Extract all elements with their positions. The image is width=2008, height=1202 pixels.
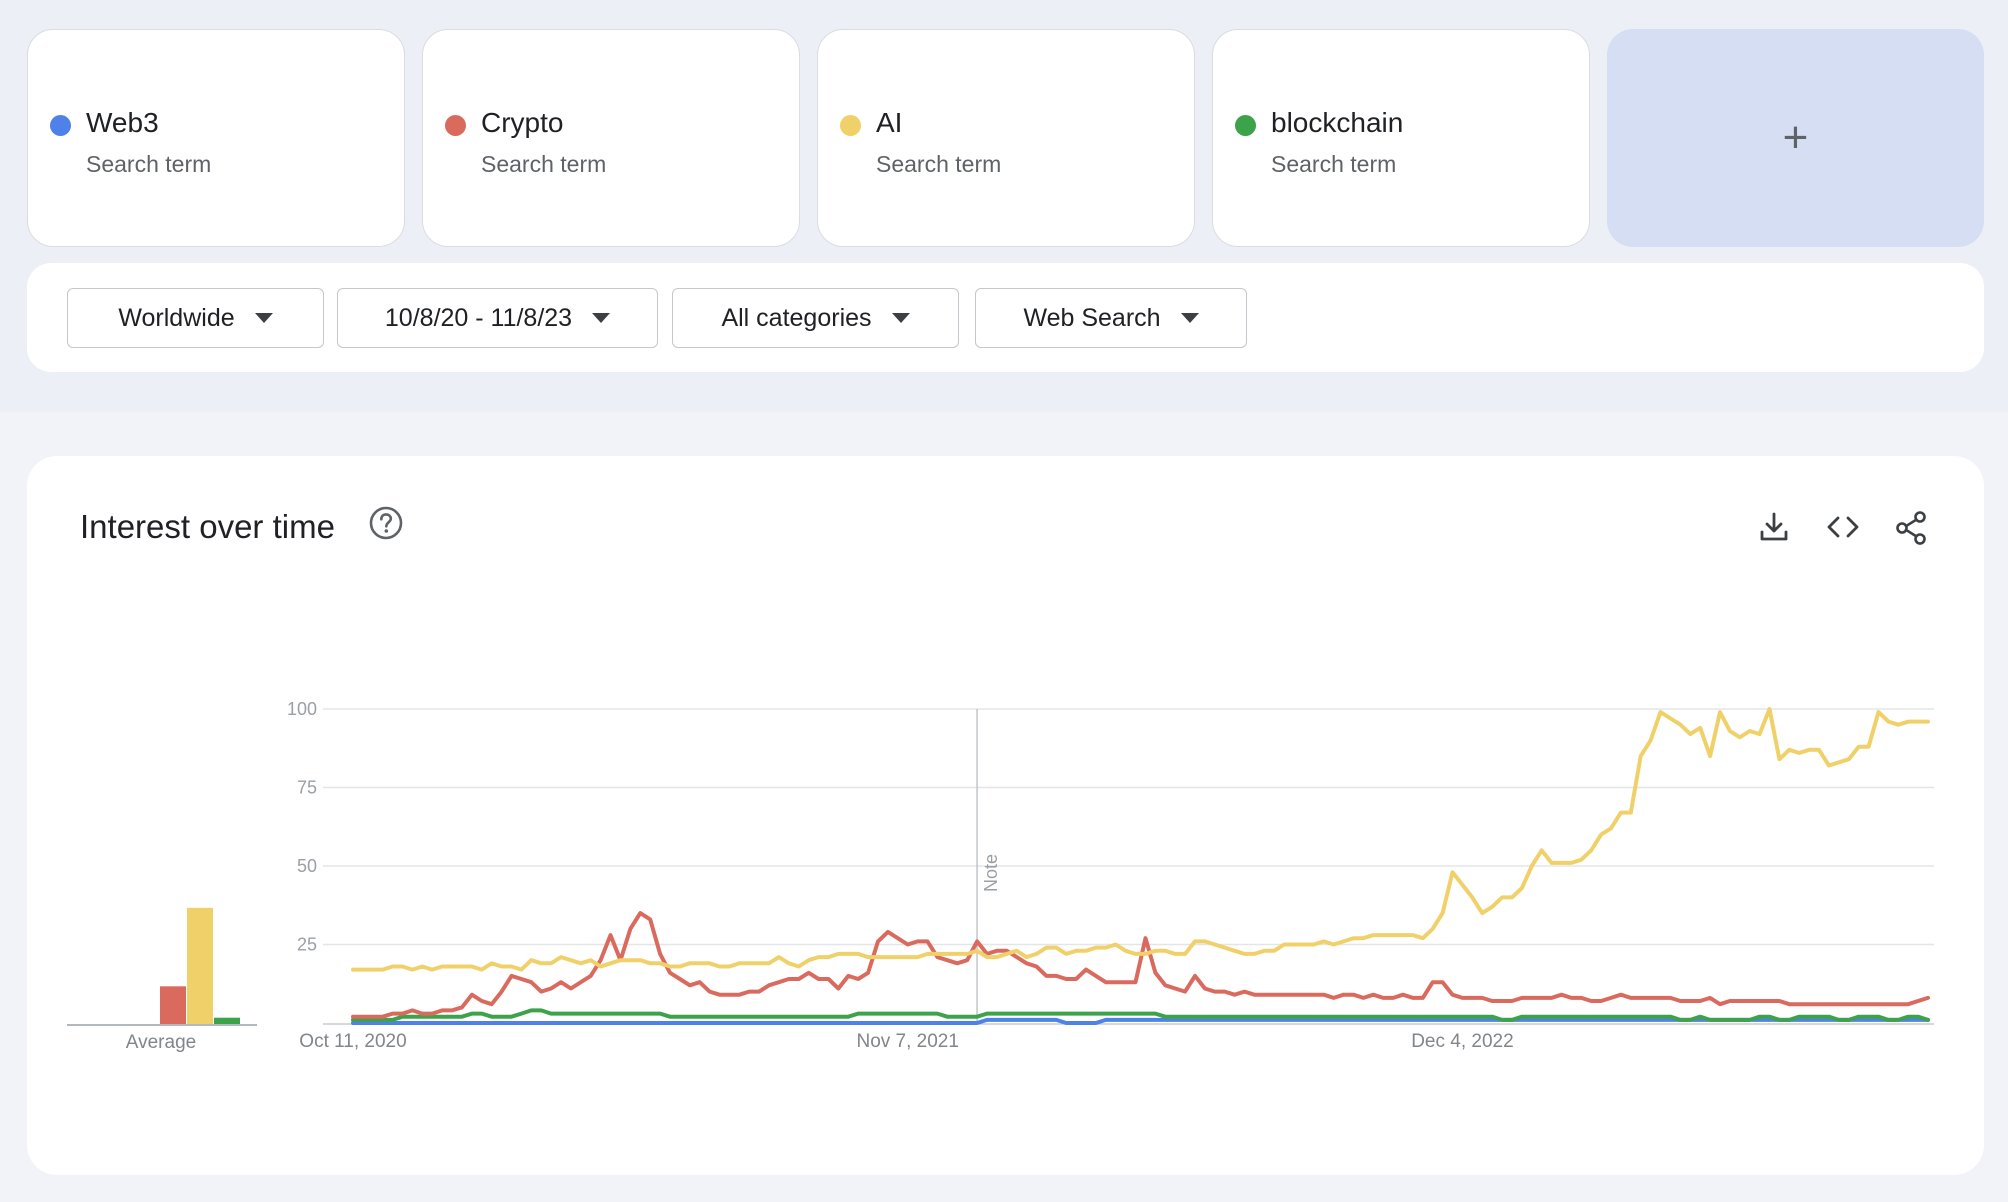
embed-code-icon[interactable]	[1824, 510, 1862, 544]
y-tick-label: 75	[297, 778, 317, 798]
term-name: blockchain	[1271, 107, 1404, 138]
plus-icon: +	[1782, 113, 1809, 162]
date-range-value: 10/8/20 - 11/8/23	[384, 303, 573, 332]
term-type-label: Search term	[1271, 151, 1397, 177]
series-color-dot	[840, 115, 861, 136]
x-tick-label: Dec 4, 2022	[1411, 1031, 1513, 1052]
search-property-dropdown[interactable]: Web Search	[975, 288, 1247, 348]
region-dropdown[interactable]: Worldwide	[67, 288, 324, 348]
term-card-web3[interactable]: Web3 Search term	[27, 29, 405, 247]
series-color-dot	[50, 115, 71, 136]
help-icon[interactable]	[368, 505, 404, 541]
region-value: Worldwide	[118, 303, 235, 332]
y-tick-label: 50	[297, 856, 317, 876]
category-value: All categories	[721, 303, 872, 332]
chart-title: Interest over time	[80, 508, 335, 545]
caret-down-icon	[891, 313, 910, 323]
series-line-crypto	[351, 911, 1930, 1019]
term-card-blockchain[interactable]: blockchain Search term	[1212, 29, 1590, 247]
property-value: Web Search	[1023, 303, 1161, 332]
x-tick-label: Oct 11, 2020	[299, 1031, 406, 1052]
term-type-label: Search term	[481, 151, 607, 177]
category-dropdown[interactable]: All categories	[672, 288, 959, 348]
add-comparison-button[interactable]: +	[1607, 29, 1984, 247]
filter-bar: Worldwide 10/8/20 - 11/8/23 All categori…	[27, 263, 1984, 372]
caret-down-icon	[592, 313, 611, 323]
caret-down-icon	[1180, 313, 1199, 323]
interest-over-time-card: Interest over time Average 25 50 75 100 Note…	[27, 456, 1984, 1175]
term-name: Web3	[86, 107, 159, 138]
interest-line-chart: 25 50 75 100 Note Oct 11, 2020 Nov 7, 2021 Dec …	[287, 699, 1934, 1052]
series-color-dot	[1235, 115, 1256, 136]
series-color-dot	[445, 115, 466, 136]
average-label: Average	[126, 1032, 196, 1053]
average-bar-crypto	[160, 986, 186, 1024]
series-line-web3	[351, 1017, 1930, 1025]
term-card-crypto[interactable]: Crypto Search term	[422, 29, 800, 247]
y-tick-label: 25	[297, 935, 317, 955]
share-icon[interactable]	[1893, 510, 1929, 546]
series-line-blockchain	[351, 1008, 1930, 1022]
date-range-dropdown[interactable]: 10/8/20 - 11/8/23	[337, 288, 658, 348]
note-label: Note	[981, 854, 1001, 892]
average-bar-chart: Average	[67, 907, 257, 1053]
average-bar-ai	[187, 907, 213, 1024]
term-type-label: Search term	[876, 151, 1002, 177]
x-tick-label: Nov 7, 2021	[856, 1031, 958, 1052]
download-icon[interactable]	[1757, 510, 1791, 544]
term-name: Crypto	[481, 107, 564, 138]
y-tick-label: 100	[287, 699, 317, 719]
average-bar-blockchain	[214, 1017, 240, 1024]
term-card-ai[interactable]: AI Search term	[817, 29, 1195, 247]
caret-down-icon	[254, 313, 273, 323]
series-line-ai	[351, 707, 1930, 972]
term-type-label: Search term	[86, 151, 212, 177]
term-name: AI	[876, 107, 903, 138]
